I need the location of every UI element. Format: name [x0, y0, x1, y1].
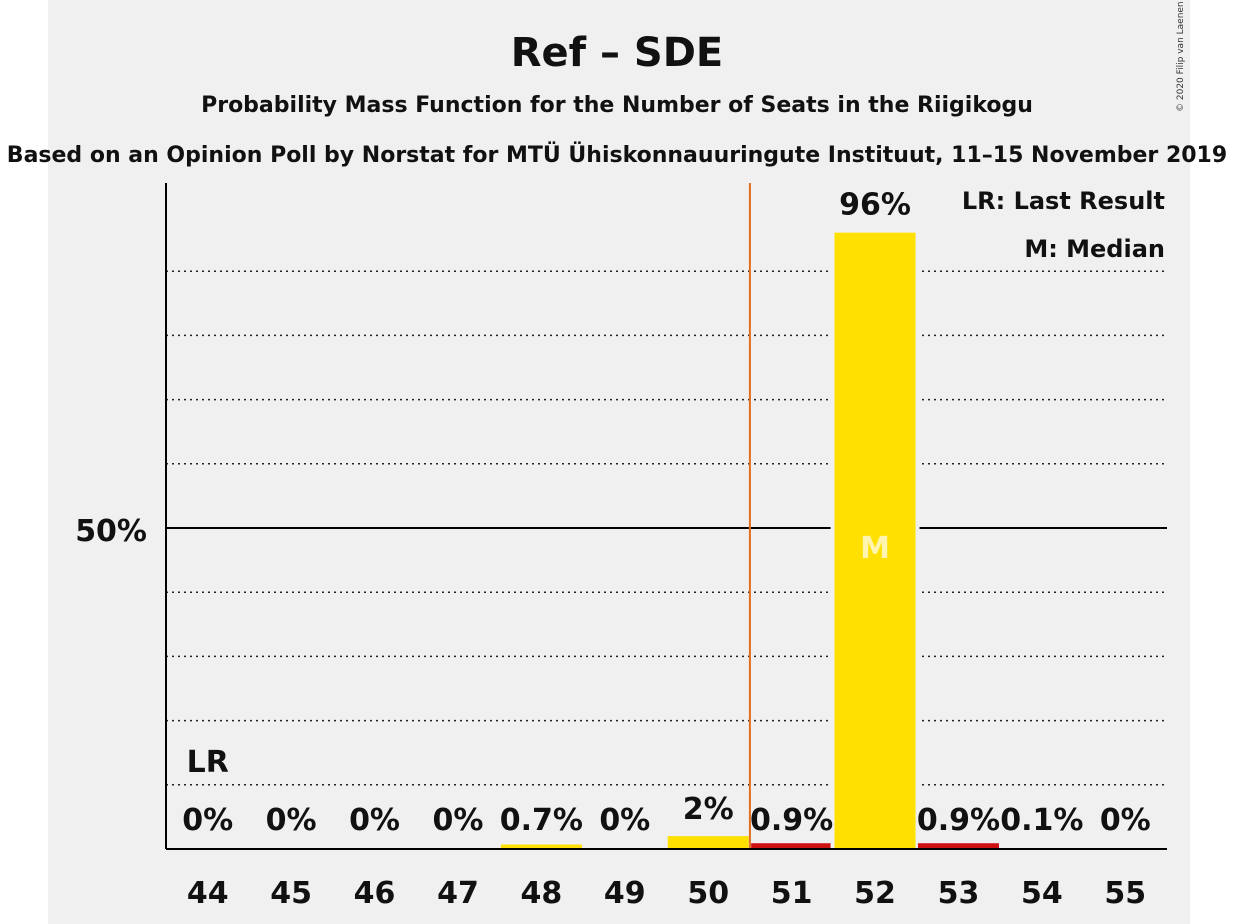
- value-label-52: 96%: [839, 188, 911, 223]
- value-label-44: 0%: [182, 803, 233, 838]
- value-labels: 0% 0% 0% 0% 0.7% 0% 2% 0.9%96%0.9% 0.1% 0%: [182, 188, 1151, 838]
- x-tick-48: 48: [521, 876, 563, 911]
- value-label-47: 0%: [432, 803, 483, 838]
- value-label-50: 2%: [683, 792, 734, 827]
- chart-subtitle: Probability Mass Function for the Number…: [201, 93, 1033, 118]
- bar-51: [751, 843, 833, 849]
- x-tick-51: 51: [771, 876, 813, 911]
- bar-52: [834, 232, 916, 849]
- x-tick-54: 54: [1021, 876, 1063, 911]
- x-tick-labels: 44 45 46 47 48 49 50 51 52 53 54 55: [187, 876, 1146, 911]
- x-tick-52: 52: [854, 876, 896, 911]
- bar-50: [667, 836, 749, 849]
- legend-last-result: LR: Last Result: [962, 187, 1165, 215]
- bar-48: [500, 844, 582, 849]
- x-tick-44: 44: [187, 876, 229, 911]
- legend-median: M: Median: [1024, 235, 1165, 263]
- x-tick-46: 46: [354, 876, 396, 911]
- x-tick-55: 55: [1104, 876, 1146, 911]
- value-label-45: 0%: [266, 803, 317, 838]
- value-label-55: 0%: [1100, 803, 1151, 838]
- value-label-48: 0.7%: [500, 803, 583, 838]
- chart-panel: [48, 0, 1190, 924]
- chart-title: Ref – SDE: [511, 30, 724, 76]
- chart-subtitle-poll: Based on an Opinion Poll by Norstat for …: [7, 142, 1227, 168]
- x-tick-50: 50: [687, 876, 729, 911]
- x-tick-47: 47: [437, 876, 479, 911]
- value-label-51: 0.9%: [750, 803, 833, 838]
- value-label-46: 0%: [349, 803, 400, 838]
- bars: [500, 183, 1083, 849]
- median-label: M: [860, 531, 890, 566]
- x-tick-49: 49: [604, 876, 646, 911]
- x-tick-53: 53: [938, 876, 980, 911]
- copyright-note: © 2020 Filip van Laenen: [1176, 1, 1186, 112]
- x-tick-45: 45: [270, 876, 312, 911]
- y-tick-label: 50%: [75, 514, 147, 549]
- value-label-53: 0.9%: [917, 803, 1000, 838]
- gridlines: [166, 270, 1167, 786]
- last-result-label: LR: [187, 745, 229, 780]
- bar-53: [917, 843, 999, 849]
- value-label-54: 0.1%: [1000, 803, 1083, 838]
- value-label-49: 0%: [599, 803, 650, 838]
